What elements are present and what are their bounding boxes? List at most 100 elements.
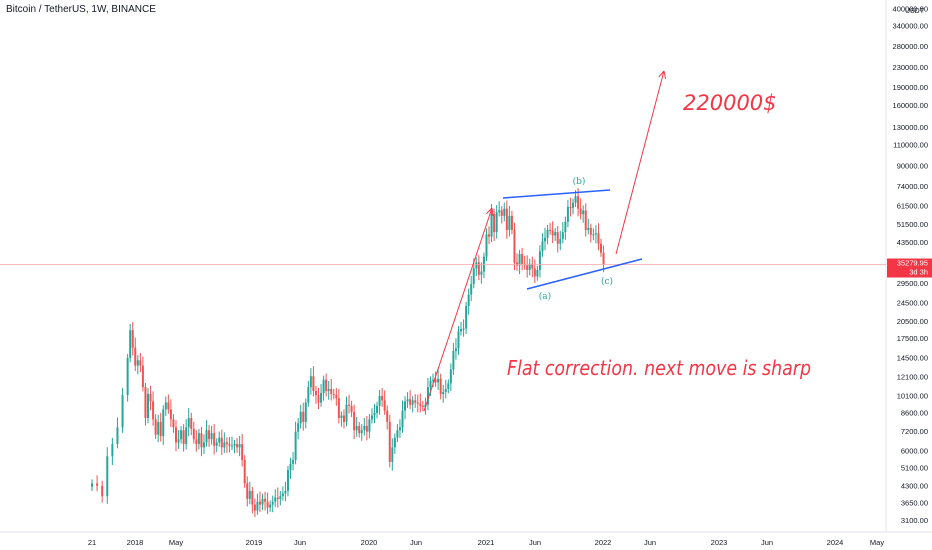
- candle-body: [426, 387, 429, 405]
- candle-body: [213, 433, 216, 446]
- candle-body: [444, 389, 447, 392]
- candle-body: [472, 268, 475, 285]
- candle-body: [495, 212, 498, 233]
- wave-a-label: (a): [539, 291, 551, 302]
- candle-body: [378, 396, 381, 406]
- candle-body: [602, 252, 605, 265]
- price-tick-label: 61500.00: [897, 202, 928, 211]
- candle-body: [172, 419, 175, 428]
- candle-body: [503, 208, 506, 216]
- candle-body: [526, 265, 529, 270]
- candle-body: [192, 428, 195, 440]
- candle-body: [111, 444, 114, 457]
- candle-body: [447, 383, 450, 390]
- candle-body: [312, 376, 315, 391]
- candle-body: [279, 496, 282, 499]
- candle-body: [159, 421, 162, 437]
- candle-body: [309, 376, 312, 388]
- candle-body: [577, 196, 580, 209]
- candle-body: [256, 501, 259, 511]
- target-arrow: [615, 70, 665, 255]
- candle-body: [253, 504, 256, 511]
- price-tick-label: 3650.00: [901, 499, 928, 508]
- candle-body: [190, 417, 193, 429]
- time-tick-label: May: [169, 538, 183, 547]
- candle-body: [592, 234, 595, 236]
- drawings: (b) (a) (c) 220000$ Flat correction. next mo…: [0, 70, 886, 412]
- candle-body: [391, 447, 394, 462]
- candle-body: [544, 237, 547, 242]
- candle-body: [101, 485, 104, 497]
- candle-body: [248, 490, 251, 499]
- candle-body: [258, 501, 261, 505]
- candle-body: [246, 483, 249, 499]
- candle-body: [182, 430, 185, 445]
- price-tick-label: 7200.00: [901, 427, 928, 436]
- candle-body: [348, 404, 351, 406]
- time-tick-label: 2024: [827, 538, 844, 547]
- candle-body: [460, 329, 463, 332]
- time-tick-label: Jun: [761, 538, 773, 547]
- candle-body: [299, 411, 302, 424]
- currency-label: USDT: [904, 8, 924, 15]
- candle-body: [238, 444, 241, 448]
- candle-body: [269, 504, 272, 508]
- candle-body: [589, 227, 592, 235]
- candle-body: [218, 437, 221, 443]
- candle-body: [292, 459, 295, 464]
- price-tick-label: 6000.00: [901, 446, 928, 455]
- countdown-label: 3d 3h: [909, 268, 928, 277]
- candle-body: [271, 501, 274, 505]
- candle-body: [594, 233, 597, 235]
- price-tick-label: 24500.00: [897, 298, 928, 307]
- current-price-label: 35279.95: [897, 259, 928, 268]
- time-tick-label: Jun: [529, 538, 541, 547]
- candle-body: [388, 421, 391, 462]
- candle-body: [330, 389, 333, 395]
- candle-body: [350, 405, 353, 412]
- candle-body: [197, 433, 200, 445]
- candle-body: [381, 396, 384, 401]
- candle-body: [531, 263, 534, 269]
- candle-body: [376, 405, 379, 413]
- candle-body: [416, 402, 419, 404]
- candle-body: [521, 253, 524, 264]
- time-tick-label: Jun: [294, 538, 306, 547]
- price-tick-label: 10100.00: [897, 392, 928, 401]
- candle-body: [541, 241, 544, 252]
- candle-body: [538, 251, 541, 270]
- candle-body: [302, 411, 305, 422]
- price-tick-label: 43500.00: [897, 238, 928, 247]
- current-price-badge: [887, 258, 932, 278]
- candle-body: [457, 331, 460, 349]
- price-tick-label: 51500.00: [897, 220, 928, 229]
- candle-body: [136, 360, 139, 366]
- candle-body: [314, 390, 317, 396]
- candle-body: [144, 387, 147, 418]
- price-tick-label: 8600.00: [901, 408, 928, 417]
- candle-body: [200, 433, 203, 448]
- upper-trendline: [502, 189, 611, 199]
- candle-body: [513, 229, 516, 263]
- candle-body: [600, 243, 602, 253]
- candle-body: [370, 415, 373, 420]
- candle-body: [421, 405, 424, 408]
- candle-body: [363, 425, 366, 431]
- price-tick-label: 90000.00: [897, 162, 928, 171]
- candle-body: [236, 444, 239, 448]
- candle-body: [480, 271, 483, 275]
- candle-body: [516, 262, 519, 266]
- candle-body: [345, 404, 348, 422]
- time-tick-label: 2019: [246, 538, 263, 547]
- candle-body: [332, 394, 335, 396]
- price-tick-label: 400000.00: [893, 5, 928, 14]
- candle-body: [322, 379, 325, 393]
- candle-body: [353, 411, 356, 431]
- candle-body: [340, 415, 343, 418]
- candle-body: [358, 425, 361, 434]
- candle-body: [195, 439, 198, 445]
- candle-body: [233, 444, 236, 446]
- candles: [91, 188, 605, 518]
- candle-body: [467, 294, 470, 306]
